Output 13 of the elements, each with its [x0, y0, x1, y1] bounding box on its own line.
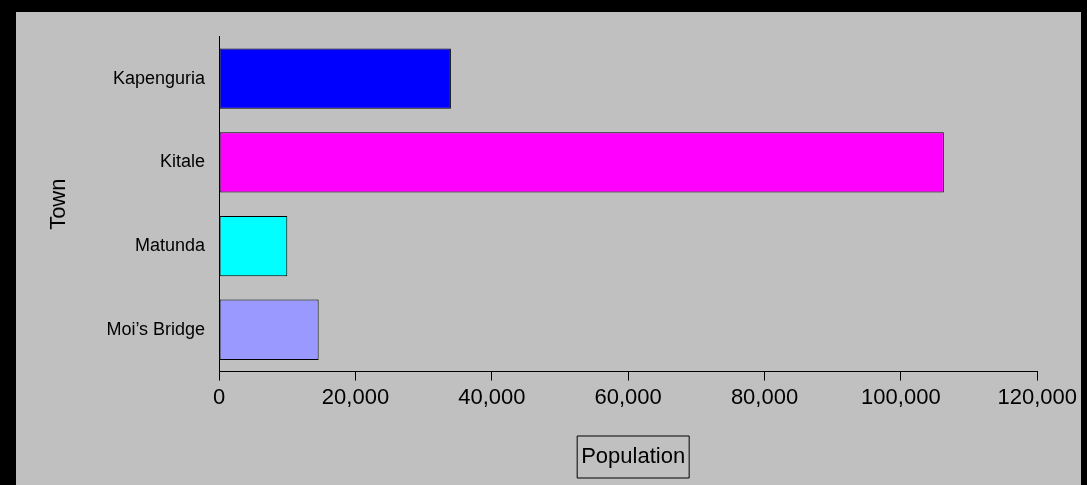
y-axis-title: Town: [45, 178, 71, 230]
y-tick-label: Kapenguria: [113, 67, 207, 88]
y-tick-label: Kitale: [160, 151, 206, 172]
x-axis-title: Population: [581, 443, 686, 469]
x-tick-label: 20,000: [321, 383, 390, 409]
x-tick-label: 0: [212, 383, 226, 409]
x-tick-label: 100,000: [861, 383, 941, 409]
y-tick-label: Moi’s Bridge: [106, 318, 206, 339]
x-tick-label: 40,000: [458, 383, 526, 409]
x-tick-label: 60,000: [594, 383, 662, 409]
x-tick-label: 120,000: [997, 383, 1077, 409]
x-tick-label: 80,000: [730, 383, 799, 409]
y-tick-label: Matunda: [135, 235, 207, 256]
